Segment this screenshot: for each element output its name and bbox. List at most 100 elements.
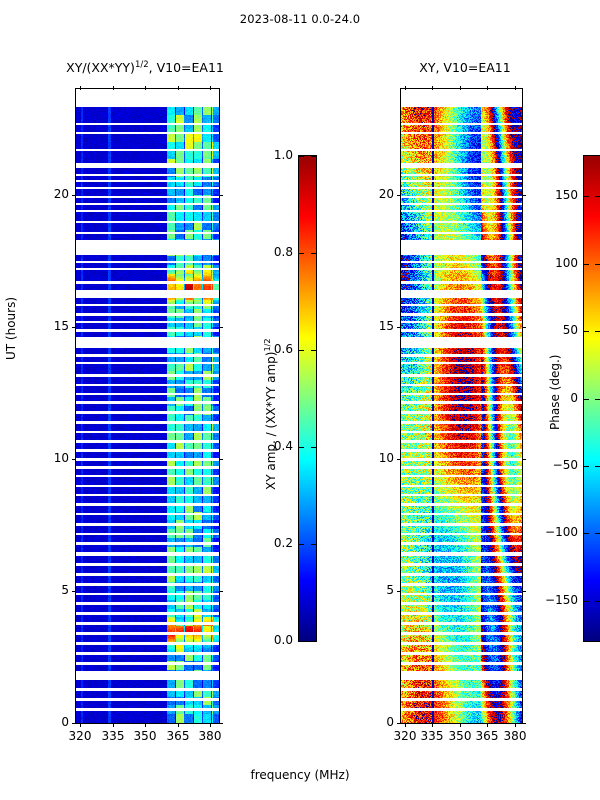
phase-colorbar-ticklabel-1: −100: [545, 525, 578, 539]
amplitude-colorbar-tick-right-5: [311, 156, 316, 157]
amplitude-colorbar-tick-2: [299, 447, 304, 448]
phase-colorbar: [583, 155, 600, 642]
amplitude-colorbar-tick-right-2: [311, 447, 316, 448]
amplitude-ytick-right-5: [219, 591, 223, 592]
phase-colorbar-ticklabel-5: 100: [555, 256, 578, 270]
amplitude-xtick-335: [113, 723, 114, 727]
amplitude-ytick-right-10: [219, 459, 223, 460]
phase-colorbar-ticklabel-6: 150: [555, 188, 578, 202]
panel-title-amplitude-tail: , V10=EA11: [148, 60, 224, 76]
phase-ytick-10: [397, 459, 401, 460]
amplitude-xticklabel-380: 380: [198, 729, 222, 743]
phase-colorbar-tick-0: [584, 601, 589, 602]
phase-yticklabel-0: 0: [386, 715, 394, 729]
amplitude-colorbar-ticklabel-5: 1.0: [273, 148, 293, 162]
phase-colorbar-ticklabel-2: −50: [552, 458, 578, 472]
amplitude-colorbar-tick-right-4: [311, 253, 316, 254]
phase-xtick-320: [405, 723, 406, 727]
amplitude-colorbar-tick-5: [299, 156, 304, 157]
phase-xtick-335: [432, 723, 433, 727]
phase-colorbar-tick-1: [584, 533, 589, 534]
amplitude-colorbar-tick-right-1: [311, 544, 316, 545]
amplitude-xticklabel-365: 365: [166, 729, 190, 743]
phase-colorbar-tick-2: [584, 466, 589, 467]
amplitude-colorbar-ticklabel-4: 0.8: [273, 245, 293, 259]
phase-yticklabel-15: 15: [378, 319, 394, 333]
phase-xticklabel-365: 365: [475, 729, 499, 743]
phase-colorbar-tick-right-4: [595, 331, 600, 332]
amplitude-xtick-top-335: [113, 86, 114, 90]
amplitude-colorbar-tick-right-0: [311, 641, 316, 642]
amplitude-yticklabel-5: 5: [61, 583, 69, 597]
phase-ytick-right-15: [522, 327, 526, 328]
amplitude-colorbar-tick-3: [299, 350, 304, 351]
phase-colorbar-ticklabel-3: 0: [570, 391, 578, 405]
phase-xtick-top-380: [515, 86, 516, 90]
amplitude-yticklabel-10: 10: [53, 451, 69, 465]
phase-xticklabel-335: 335: [420, 729, 444, 743]
phase-colorbar-ticklabel-4: 50: [562, 323, 578, 337]
amplitude-colorbar-tick-0: [299, 641, 304, 642]
phase-colorbar-tick-3: [584, 399, 589, 400]
phase-ytick-15: [397, 327, 401, 328]
phase-colorbar-tick-right-2: [595, 466, 600, 467]
phase-colorbar-tick-right-0: [595, 601, 600, 602]
amplitude-colorbar-gradient: [299, 156, 316, 641]
phase-colorbar-tick-4: [584, 331, 589, 332]
phase-xtick-380: [515, 723, 516, 727]
phase-ytick-5: [397, 591, 401, 592]
phase-yticklabel-20: 20: [378, 187, 394, 201]
amplitude-xticklabel-320: 320: [68, 729, 92, 743]
phase-yticklabel-10: 10: [378, 451, 394, 465]
amplitude-colorbar: [298, 155, 317, 642]
amplitude-ytick-15: [72, 327, 76, 328]
amplitude-ytick-5: [72, 591, 76, 592]
amplitude-yticklabel-15: 15: [53, 319, 69, 333]
amplitude-colorbar-ticklabel-0: 0.0: [273, 633, 293, 647]
amplitude-xtick-top-380: [210, 86, 211, 90]
phase-ytick-20: [397, 195, 401, 196]
panel-title-amplitude-exponent: 1/2: [134, 60, 149, 70]
phase-ytick-0: [397, 723, 401, 724]
panel-title-amplitude-main: XY/(XX*YY): [66, 60, 135, 76]
amplitude-heatmap-canvas: [76, 89, 219, 723]
phase-xticklabel-350: 350: [448, 729, 472, 743]
amplitude-ytick-right-15: [219, 327, 223, 328]
phase-heatmap-canvas: [401, 89, 522, 723]
figure-suptitle: 2023-08-11 0.0-24.0: [239, 12, 361, 26]
panel-title-amplitude: XY/(XX*YY)1/2, V10=EA11: [0, 60, 290, 75]
amplitude-colorbar-ticklabel-3: 0.6: [273, 342, 293, 356]
amplitude-colorbar-tick-1: [299, 544, 304, 545]
amplitude-xtick-top-320: [80, 86, 81, 90]
amplitude-ytick-0: [72, 723, 76, 724]
amplitude-ytick-right-20: [219, 195, 223, 196]
amplitude-xtick-320: [80, 723, 81, 727]
amplitude-xticklabel-350: 350: [133, 729, 157, 743]
amplitude-colorbar-ticklabel-1: 0.2: [273, 536, 293, 550]
panel-title-phase: XY, V10=EA11: [419, 60, 511, 75]
amplitude-heatmap-axes: [75, 88, 220, 724]
phase-xtick-top-335: [432, 86, 433, 90]
phase-colorbar-tick-6: [584, 196, 589, 197]
amplitude-xtick-365: [178, 723, 179, 727]
amplitude-xticklabel-335: 335: [101, 729, 125, 743]
phase-heatmap-axes: [400, 88, 523, 724]
amplitude-ytick-right-0: [219, 723, 223, 724]
phase-xtick-top-365: [487, 86, 488, 90]
amplitude-xtick-350: [145, 723, 146, 727]
amplitude-ytick-20: [72, 195, 76, 196]
amplitude-ytick-10: [72, 459, 76, 460]
phase-colorbar-tick-right-1: [595, 533, 600, 534]
phase-colorbar-gradient: [584, 156, 600, 641]
phase-ytick-right-10: [522, 459, 526, 460]
phase-yticklabel-5: 5: [386, 583, 394, 597]
amplitude-yticklabel-0: 0: [61, 715, 69, 729]
amplitude-colorbar-tick-right-3: [311, 350, 316, 351]
phase-ytick-right-0: [522, 723, 526, 724]
phase-colorbar-tick-right-3: [595, 399, 600, 400]
phase-xtick-top-320: [405, 86, 406, 90]
phase-xtick-top-350: [460, 86, 461, 90]
x-axis-label: frequency (MHz): [250, 768, 350, 782]
phase-colorbar-tick-right-6: [595, 196, 600, 197]
amplitude-colorbar-ticklabel-2: 0.4: [273, 439, 293, 453]
